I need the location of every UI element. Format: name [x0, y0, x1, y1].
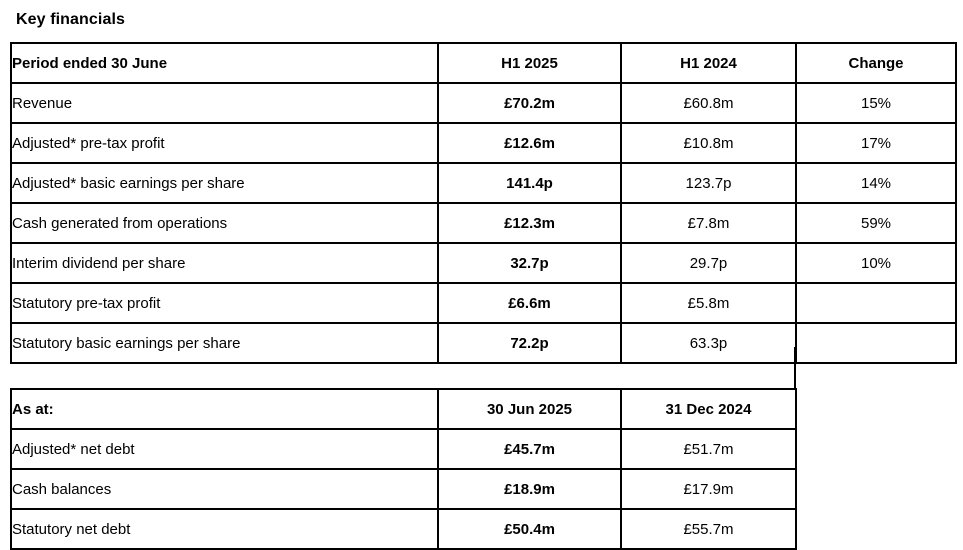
table-row: Statutory net debt £50.4m £55.7m	[10, 508, 797, 550]
value-current: £70.2m	[437, 82, 622, 124]
value-prior: 123.7p	[620, 162, 797, 204]
key-financials-period-table: Period ended 30 June H1 2025 H1 2024 Cha…	[10, 42, 957, 364]
row-label: Cash generated from operations	[10, 202, 439, 244]
value-change: 59%	[795, 202, 957, 244]
header-change: Change	[795, 42, 957, 84]
key-financials-asat-table: As at: 30 Jun 2025 31 Dec 2024 Adjusted*…	[10, 388, 797, 550]
value-current: £45.7m	[437, 428, 622, 470]
header-period-ended: Period ended 30 June	[10, 42, 439, 84]
header-31-dec-2024: 31 Dec 2024	[620, 388, 797, 430]
table-header-row: As at: 30 Jun 2025 31 Dec 2024	[10, 388, 797, 430]
value-prior: 29.7p	[620, 242, 797, 284]
value-current: £12.6m	[437, 122, 622, 164]
row-label: Adjusted* pre-tax profit	[10, 122, 439, 164]
row-label: Revenue	[10, 82, 439, 124]
value-current: £50.4m	[437, 508, 622, 550]
value-current: £18.9m	[437, 468, 622, 510]
value-prior: £51.7m	[620, 428, 797, 470]
row-label: Statutory basic earnings per share	[10, 322, 439, 364]
value-current: £6.6m	[437, 282, 622, 324]
table-row: Adjusted* net debt £45.7m £51.7m	[10, 428, 797, 470]
row-label: Statutory pre-tax profit	[10, 282, 439, 324]
row-label: Interim dividend per share	[10, 242, 439, 284]
value-change: 17%	[795, 122, 957, 164]
row-label: Cash balances	[10, 468, 439, 510]
value-prior: £17.9m	[620, 468, 797, 510]
row-label: Statutory net debt	[10, 508, 439, 550]
value-change: 14%	[795, 162, 957, 204]
value-current: 141.4p	[437, 162, 622, 204]
header-as-at: As at:	[10, 388, 439, 430]
column-connector-line	[794, 347, 796, 390]
page-title: Key financials	[16, 11, 126, 28]
table-row: Revenue £70.2m £60.8m 15%	[10, 82, 957, 124]
table-row: Adjusted* basic earnings per share 141.4…	[10, 162, 957, 204]
value-current: 32.7p	[437, 242, 622, 284]
table-row: Interim dividend per share 32.7p 29.7p 1…	[10, 242, 957, 284]
row-label: Adjusted* basic earnings per share	[10, 162, 439, 204]
value-prior: £5.8m	[620, 282, 797, 324]
table-row: Cash generated from operations £12.3m £7…	[10, 202, 957, 244]
value-prior: £7.8m	[620, 202, 797, 244]
value-prior: 63.3p	[620, 322, 797, 364]
row-label: Adjusted* net debt	[10, 428, 439, 470]
value-change: 15%	[795, 82, 957, 124]
value-current: £12.3m	[437, 202, 622, 244]
header-30-jun-2025: 30 Jun 2025	[437, 388, 622, 430]
table-row: Cash balances £18.9m £17.9m	[10, 468, 797, 510]
header-h1-2025: H1 2025	[437, 42, 622, 84]
table-header-row: Period ended 30 June H1 2025 H1 2024 Cha…	[10, 42, 957, 84]
value-current: 72.2p	[437, 322, 622, 364]
table-row: Statutory basic earnings per share 72.2p…	[10, 322, 957, 364]
table-row: Adjusted* pre-tax profit £12.6m £10.8m 1…	[10, 122, 957, 164]
header-h1-2024: H1 2024	[620, 42, 797, 84]
value-change	[795, 282, 957, 324]
table-row: Statutory pre-tax profit £6.6m £5.8m	[10, 282, 957, 324]
value-prior: £55.7m	[620, 508, 797, 550]
value-prior: £60.8m	[620, 82, 797, 124]
value-change	[795, 322, 957, 364]
value-change: 10%	[795, 242, 957, 284]
value-prior: £10.8m	[620, 122, 797, 164]
